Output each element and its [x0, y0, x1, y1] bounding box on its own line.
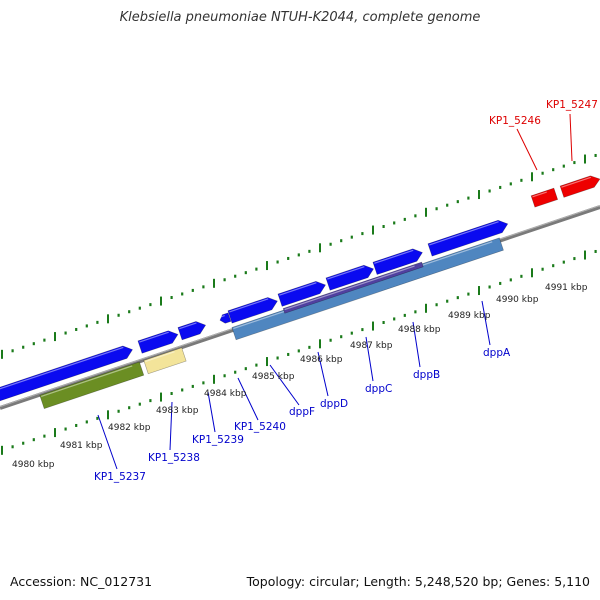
gene-forward-1 [0, 345, 133, 403]
leader-line [97, 414, 118, 470]
kbp-label: 4988 kbp [398, 325, 441, 335]
leader-line [481, 300, 491, 346]
leader-line [317, 351, 329, 397]
kbp-label: 4986 kbp [300, 355, 343, 365]
gene-label: KP1_5238 [148, 452, 200, 464]
gene-forward-6-shine [279, 282, 317, 296]
gene-label: KP1_5239 [192, 434, 244, 446]
gene-forward-2-shape [137, 330, 179, 354]
leader-line [269, 364, 300, 406]
gene-forward-5-shine [229, 298, 269, 313]
scale-track-outer [1, 153, 597, 359]
gene-forward-4-shape [219, 312, 232, 324]
gene-forward-7-shape [325, 264, 374, 291]
gene-label: KP1_5246 [489, 115, 541, 127]
gene-forward-9 [427, 219, 509, 257]
gene-forward-8-shape [372, 248, 423, 275]
gene-label: dppF [289, 406, 315, 418]
leader-line [169, 401, 173, 451]
gene-red-2 [559, 175, 600, 198]
gene-forward-4-shine [219, 314, 225, 318]
gene-forward-6 [277, 281, 326, 307]
kbp-label: 4990 kbp [496, 295, 539, 305]
gene-forward-3 [177, 321, 207, 341]
gene-pseudo-green [39, 361, 145, 409]
gene-forward-1-shine [0, 346, 124, 392]
gene-forward-5 [227, 297, 278, 324]
gene-forward-8 [372, 248, 423, 275]
gene-forward-2-shine [139, 331, 169, 343]
topology-text: Topology: circular; Length: 5,248,520 bp… [246, 574, 590, 589]
gene-red-2-shine [561, 176, 592, 188]
gene-forward-4 [219, 312, 232, 324]
kbp-label: 4989 kbp [448, 311, 491, 321]
gene-red-2-shape [559, 175, 600, 198]
leader-line [207, 391, 216, 433]
kbp-label: 4985 kbp [252, 372, 295, 382]
gene-pseudo-green-shine [41, 365, 133, 397]
leader-line [412, 321, 421, 368]
gene-forward-7-shine [327, 266, 365, 280]
gene-operon-band-shine [284, 265, 415, 311]
gene-forward-3-shine [179, 322, 197, 330]
gene-forward-6-shape [277, 281, 326, 307]
gene-pseudo-yellow-shape [143, 347, 187, 375]
gene-label: dppD [320, 398, 348, 410]
gene-operon-band-shape [282, 261, 424, 314]
scale-track-inner [1, 249, 597, 455]
gene-forward-7 [325, 264, 374, 291]
gene-forward-1-shape [0, 345, 133, 403]
label-leader-lines [97, 113, 573, 470]
gene-forward-5-shape [227, 297, 278, 324]
kbp-label: 4984 kbp [204, 389, 247, 399]
gene-pseudo-green-shape [39, 361, 145, 409]
gene-pseudo-yellow-shine [145, 351, 175, 363]
leader-line [569, 113, 573, 162]
gene-operon-reverse-shape [231, 237, 504, 341]
gene-operon-reverse [231, 237, 504, 341]
gene-forward-8-shine [374, 249, 414, 264]
gene-operon-band [282, 261, 424, 314]
genome-title: Klebsiella pneumoniae NTUH-K2044, comple… [119, 10, 481, 25]
gene-features [0, 175, 600, 409]
gene-red-1-shine [532, 191, 547, 198]
leader-line [365, 336, 374, 382]
gene-pseudo-yellow [143, 347, 187, 375]
kbp-labels: 4980 kbp 4981 kbp 4982 kbp 4983 kbp 4984 kbp… [12, 283, 588, 470]
leader-line [237, 377, 259, 421]
accession-text: Accession: NC_012731 [10, 574, 153, 589]
kbp-label: 4987 kbp [350, 341, 393, 351]
gene-red-1-shape [530, 187, 559, 208]
gene-label: dppB [413, 369, 440, 381]
gene-red-1 [530, 187, 559, 208]
kbp-label: 4982 kbp [108, 423, 151, 433]
leader-line [516, 128, 538, 171]
gene-label: dppC [365, 383, 392, 395]
gene-forward-9-shape [427, 219, 509, 257]
scale-tracks [1, 153, 597, 455]
gene-label: KP1_5237 [94, 471, 146, 483]
gene-forward-2 [137, 330, 179, 354]
gene-forward-9-shine [429, 221, 499, 246]
kbp-label: 4980 kbp [12, 460, 55, 470]
gene-label: dppA [483, 347, 511, 359]
kbp-label: 4991 kbp [545, 283, 588, 293]
kbp-label: 4983 kbp [156, 406, 199, 416]
kbp-label: 4981 kbp [60, 441, 103, 451]
gene-label: KP1_5240 [234, 421, 286, 433]
gene-label: KP1_5247 [546, 99, 598, 111]
gene-forward-3-shape [177, 321, 207, 341]
